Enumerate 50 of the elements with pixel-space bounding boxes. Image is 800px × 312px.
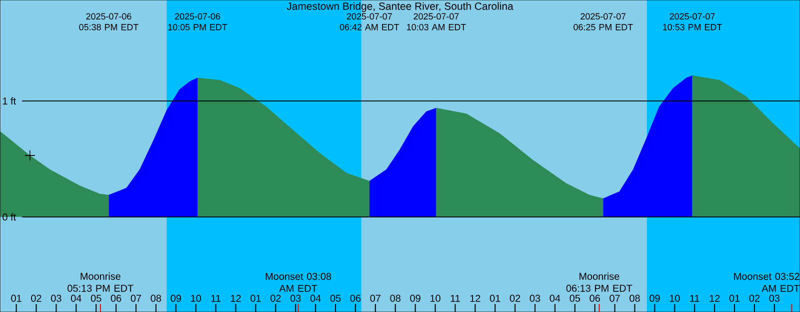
x-tick-label: 09 [410, 294, 420, 302]
ref-line-label: Moonrise 05:13 PM EDT [68, 272, 134, 292]
ref-line-label: Moonset 03:08 AM EDT [266, 272, 332, 292]
x-tick-label: 02 [31, 294, 42, 302]
x-tick-label: 04 [310, 294, 321, 302]
x-tick-label: 03 [290, 294, 301, 302]
x-tick-label: 01 [490, 294, 500, 302]
x-tick-label: 03 [530, 294, 540, 302]
annotation: 2025-07-07 06:25 PM EDT [574, 13, 633, 30]
x-tick-label: 12 [470, 294, 480, 302]
x-tick-label: 11 [450, 294, 460, 302]
x-tick-label: 06 [590, 294, 600, 302]
x-tick-label: 03 [51, 294, 62, 302]
x-tick-label: 01 [11, 294, 22, 302]
x-tick-label: 05 [90, 294, 102, 302]
x-tick-label: 07 [610, 294, 620, 302]
x-tick-label: 10 [670, 294, 680, 302]
x-tick-label: 08 [390, 294, 400, 302]
annotation: 2025-07-07 10:03 AM EDT [407, 13, 466, 30]
ref-line-label: Moonrise 06:13 PM EDT [566, 272, 632, 292]
x-tick-label: 05 [330, 294, 341, 302]
x-tick-label: 12 [230, 294, 241, 302]
x-tick-label: 02 [749, 294, 760, 302]
x-tick-label: 07 [130, 294, 142, 302]
x-tick-label: 12 [710, 294, 720, 302]
x-tick-label: 02 [510, 294, 520, 302]
x-tick-label: 03 [769, 294, 780, 302]
x-tick-label: 11 [690, 294, 700, 302]
x-tick-label: 09 [170, 294, 181, 302]
x-tick-label: 06 [350, 294, 361, 302]
x-tick-label: 11 [211, 294, 220, 302]
x-tick-label: 01 [729, 294, 740, 302]
x-tick-label: 08 [150, 294, 162, 302]
x-tick-label: 10 [191, 294, 201, 302]
y-tick-label: 1 ft [2, 97, 16, 105]
x-tick-label: 09 [650, 294, 660, 302]
x-tick-label: 08 [630, 294, 640, 302]
chart-title: Jamestown Bridge, Santee River, South Carolina [286, 2, 514, 12]
ref-line-label: Moonset 03:52 AM EDT [734, 272, 800, 292]
annotation: 2025-07-06 10:05 PM EDT [168, 13, 228, 30]
x-tick-label: 06 [110, 294, 122, 302]
x-tick-label: 02 [270, 294, 281, 302]
x-tick-label: 01 [250, 294, 261, 302]
x-tick-label: 07 [370, 294, 380, 302]
x-tick-label: 05 [570, 294, 580, 302]
x-tick-label: 04 [550, 294, 560, 302]
annotation: 2025-07-06 05:38 PM EDT [79, 13, 138, 30]
x-tick-label: 10 [430, 294, 440, 302]
x-tick-label: 04 [70, 294, 82, 302]
annotation: 2025-07-07 10:53 PM EDT [663, 13, 722, 30]
